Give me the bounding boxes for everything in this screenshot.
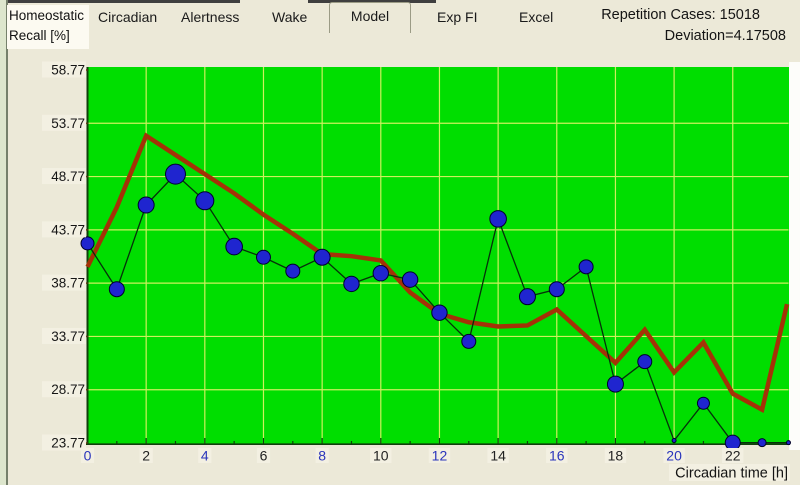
y-tick-label: 58.77 [51,63,85,78]
y-tick-label: 43.77 [51,222,85,237]
y-label-backdrop [42,381,86,398]
x-tick-label: 12 [432,448,448,464]
tab-bar: Circadian Alertness Wake Model Exp FI Ex… [0,0,800,40]
data-point-h18 [606,375,624,393]
x-label-backdrop [256,448,271,463]
tab-model[interactable]: Model [329,2,411,33]
y-label-backdrop [42,221,86,238]
y-label-backdrop [42,114,86,131]
x-label-backdrop [428,448,451,463]
repetition-cases-text: Repetition Cases: 15018 [601,7,760,23]
data-point-h5 [225,237,243,256]
data-point-h9 [343,275,360,293]
y-tick-label: 38.77 [51,276,85,291]
x-tick-label: 10 [373,448,389,464]
y-axis-title-line1: Homeostatic [9,8,85,23]
data-point-h1 [108,281,125,298]
data-point-h12 [431,304,448,321]
y-label-backdrop [42,274,86,291]
y-axis-title: Homeostatic Recall [%] [7,5,89,49]
x-label-backdrop [315,448,329,463]
y-axis-title-line2: Recall [%] [9,28,70,44]
data-point-h2 [137,196,155,214]
x-tick-label: 6 [260,448,268,464]
tab-excel[interactable]: Excel [519,9,554,25]
data-point-h11 [401,271,419,288]
y-label-backdrop [42,168,86,185]
x-axis-title: Circadian time [h] [675,466,788,482]
data-point-h15 [518,288,536,306]
data-point-h3 [164,163,186,185]
x-tick-label: 8 [318,448,326,464]
y-label-backdrop [42,434,86,451]
x-tick-label: 0 [84,448,92,464]
x-label-backdrop [663,448,685,463]
data-point-h6 [255,249,271,265]
y-label-backdrop [42,61,86,78]
x-label-backdrop [370,448,392,463]
data-point-h10 [372,265,389,282]
y-label-backdrop [42,327,86,344]
x-tick-label: 18 [608,448,624,464]
x-tick-label: 4 [201,448,209,464]
deviation-text: Deviation=4.17508 [664,28,786,44]
x-label-backdrop [604,448,627,463]
data-point-h0 [80,236,95,251]
tab-wake[interactable]: Wake [272,9,308,25]
x-label-backdrop [80,448,95,463]
tab-exp-fi[interactable]: Exp FI [437,9,478,25]
window-top-border-model [308,0,436,3]
data-point-h4 [195,191,215,211]
x-label-backdrop [139,448,153,463]
x-label-backdrop [546,448,568,463]
data-point-h13 [461,333,477,349]
x-label-backdrop [198,448,212,463]
data-point-h23.9 [785,440,791,446]
x-axis-title-backdrop [669,464,790,481]
y-tick-label: 53.77 [51,116,85,131]
data-point-h8 [313,248,331,266]
tab-alertness[interactable]: Alertness [181,9,240,25]
y-tick-label: 48.77 [51,169,85,184]
y-tick-label: 33.77 [51,329,85,344]
data-point-h21 [696,396,710,410]
x-tick-label: 20 [666,448,682,464]
x-tick-label: 14 [490,448,506,464]
window-top-border-left [8,0,240,3]
x-label-backdrop [487,448,509,463]
y-tick-label: 23.77 [51,436,85,451]
y-tick-label: 28.77 [51,382,85,397]
x-tick-label: 2 [142,448,150,464]
data-point-h7 [285,263,301,279]
plot-right-margin [789,62,800,450]
x-tick-label: 22 [725,448,741,464]
x-tick-label: 16 [549,448,565,464]
window-left-border [0,0,8,485]
data-point-h20 [671,438,677,444]
data-point-h14 [489,210,507,228]
x-label-backdrop [722,448,744,463]
data-point-h17 [578,259,594,275]
tab-circadian[interactable]: Circadian [98,9,158,25]
data-point-h16 [548,281,565,298]
data-point-h23 [757,438,767,448]
data-point-h19 [637,354,653,370]
